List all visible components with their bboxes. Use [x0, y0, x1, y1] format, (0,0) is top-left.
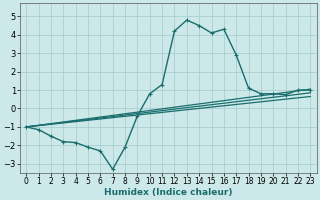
- X-axis label: Humidex (Indice chaleur): Humidex (Indice chaleur): [104, 188, 233, 197]
